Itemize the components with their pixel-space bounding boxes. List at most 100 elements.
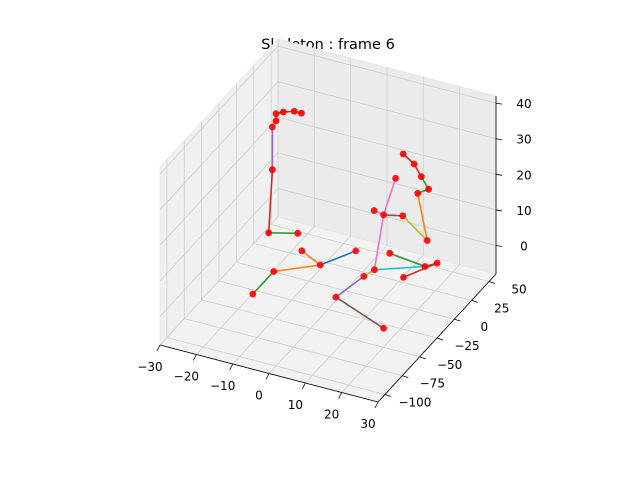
joint-22 (272, 110, 280, 118)
x-tick-mark-1 (192, 354, 197, 361)
x-tick-mark-6 (374, 401, 379, 409)
z-tick-mark-0 (495, 245, 503, 247)
joint-3 (421, 263, 429, 270)
joint-21 (269, 123, 276, 131)
joint-28 (410, 160, 418, 168)
z-tick-mark-3 (495, 138, 503, 141)
bone-7 (373, 265, 426, 271)
joint-30 (425, 185, 432, 193)
joint-12 (265, 229, 273, 237)
x-tick-label-0: −30 (137, 360, 162, 374)
z-grid-line-3 (159, 81, 497, 210)
y-tick-mark-4 (454, 318, 461, 322)
axis-panes (159, 37, 497, 403)
joint-2 (386, 249, 394, 257)
z-tick-label-3: 30 (516, 133, 531, 147)
y-tick-label-0: −100 (398, 395, 431, 409)
bone-3 (319, 250, 357, 266)
joint-19 (433, 259, 441, 267)
x-tick-mark-3 (265, 373, 270, 380)
joint-24 (290, 107, 298, 115)
bone-4 (334, 296, 385, 330)
bone-2 (300, 250, 322, 266)
x-grid-line-5 (341, 86, 461, 393)
x-tick-mark-0 (156, 344, 161, 352)
x-tick-label-2: −10 (210, 379, 235, 393)
z-tick-mark-1 (495, 209, 503, 212)
x-grid-line-2 (232, 58, 352, 365)
y-tick-mark-2 (419, 356, 426, 360)
tick-labels: −30−20−100102030−100−75−50−2502550010203… (137, 97, 531, 431)
joint-11 (400, 274, 407, 281)
x-grid-line-3 (268, 67, 388, 374)
z-grid-line-4 (159, 45, 497, 175)
joint-31 (414, 190, 422, 197)
z-tick-label-1: 10 (516, 204, 531, 218)
bone-22 (401, 215, 429, 242)
y-tick-label-2: −50 (437, 358, 462, 372)
x-grid-line-1 (196, 48, 315, 355)
y-grid-line-2 (201, 121, 420, 358)
bone-8 (388, 252, 426, 268)
y-tick-mark-6 (488, 281, 496, 284)
y-tick-label-5: 25 (494, 301, 509, 315)
bone-11 (267, 168, 274, 234)
joint-10 (371, 266, 378, 274)
y-tick-label-4: 0 (481, 320, 489, 334)
joint-27 (399, 150, 407, 158)
joint-20 (423, 237, 431, 244)
bone-23 (416, 192, 429, 242)
y-tick-label-1: −75 (420, 377, 445, 391)
bone-10 (267, 232, 299, 235)
joint-16 (392, 174, 399, 182)
z-tick-label-2: 20 (516, 168, 531, 182)
joint-0 (249, 290, 257, 298)
joint-29 (417, 173, 425, 181)
bone-20 (382, 177, 397, 216)
z-grid-line-2 (159, 116, 497, 246)
bone-18 (373, 214, 385, 271)
joint-9 (360, 273, 368, 280)
z-tick-label-4: 40 (516, 97, 531, 111)
x-tick-label-6: 30 (360, 417, 375, 431)
bone-0 (252, 270, 275, 295)
y-grid-line-5 (253, 65, 472, 301)
y-tick-mark-1 (402, 375, 409, 379)
y-tick-mark-3 (436, 337, 444, 341)
joint-25 (298, 109, 305, 117)
z-tick-label-0: 0 (520, 240, 528, 254)
grid-lines (159, 39, 497, 403)
y-grid-line-3 (218, 103, 438, 339)
x-tick-label-1: −20 (174, 370, 199, 384)
y-tick-label-6: 50 (511, 283, 526, 297)
y-grid-line-4 (235, 84, 455, 320)
joint-15 (380, 211, 387, 219)
x-tick-label-5: 20 (324, 408, 339, 422)
joint-23 (279, 108, 287, 116)
x-tick-label-4: 10 (288, 398, 303, 412)
x-tick-label-3: 0 (255, 389, 263, 403)
joint-13 (294, 229, 302, 237)
joint-14 (269, 166, 276, 174)
joint-5 (332, 293, 340, 301)
bone-1 (272, 264, 322, 273)
z-tick-mark-2 (495, 173, 503, 176)
y-tick-label-3: −25 (454, 339, 479, 353)
joint-1 (380, 324, 387, 332)
z-grid-line-0 (159, 188, 497, 317)
bone-28 (402, 262, 438, 279)
z-tick-mark-4 (495, 102, 503, 105)
bone-5 (334, 275, 365, 298)
skeleton-joints (249, 107, 441, 332)
y-tick-mark-0 (384, 394, 392, 397)
joint-8 (352, 247, 360, 255)
x-grid-line-0 (159, 39, 279, 346)
joint-6 (316, 261, 324, 269)
joint-7 (298, 247, 306, 255)
joint-18 (370, 207, 378, 214)
x-tick-mark-5 (338, 392, 343, 399)
y-grid-line-0 (166, 159, 386, 395)
x-tick-mark-2 (229, 363, 234, 371)
joint-4 (270, 268, 278, 275)
y-grid-line-1 (183, 140, 403, 376)
